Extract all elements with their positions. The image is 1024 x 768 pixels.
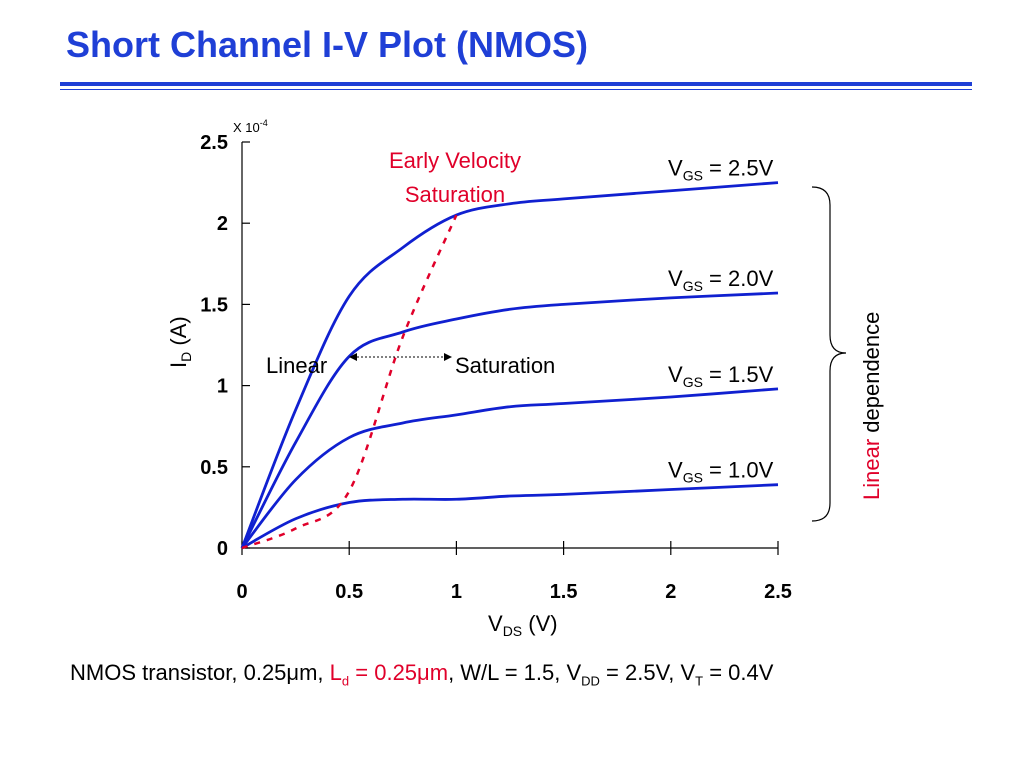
iv-curve-series: [240, 291, 779, 549]
y-tick-label: 0.5: [200, 457, 228, 479]
y-tick-label: 0: [217, 538, 228, 560]
footer-caption: NMOS transistor, 0.25μm, Ld = 0.25μm, W/…: [70, 660, 774, 689]
series-label: VGS = 1.5V: [668, 362, 774, 390]
y-tick-label: 1: [217, 376, 228, 398]
x-tick-label: 2: [665, 581, 676, 603]
y-multiplier: X 10-4: [233, 118, 268, 135]
x-axis-label: VDS (V): [488, 611, 558, 639]
x-tick-label: 2.5: [764, 581, 792, 603]
title-underline-thick: [60, 82, 972, 86]
brace-label: Linear dependence: [859, 312, 884, 500]
region-arrow-right-head: [444, 353, 452, 361]
boundary-label-line1: Early Velocity: [389, 148, 521, 173]
y-multiplier-exponent: -4: [260, 118, 268, 128]
slide-title: Short Channel I-V Plot (NMOS): [66, 24, 588, 65]
x-tick-label: 1: [451, 581, 462, 603]
x-tick-label: 0.5: [335, 581, 363, 603]
series-label: VGS = 2.5V: [668, 156, 774, 184]
iv-curve-series: [241, 483, 779, 550]
y-axis-label: ID (A): [166, 316, 194, 368]
y-tick-label: 1.5: [200, 294, 228, 316]
y-tick-label: 2: [217, 213, 228, 235]
series-label: VGS = 2.0V: [668, 266, 774, 294]
region-label-saturation: Saturation: [455, 353, 555, 378]
mu-symbol: μ: [286, 660, 300, 685]
series-label: VGS = 1.0V: [668, 458, 774, 486]
region-label-linear: Linear: [266, 353, 327, 378]
boundary-label-line2: Saturation: [405, 182, 505, 207]
x-tick-label: 1.5: [550, 581, 578, 603]
iv-curve-series: [240, 387, 779, 549]
y-tick-label: 2.5: [200, 132, 228, 154]
x-tick-label: 0: [236, 581, 247, 603]
iv-curve-series: [240, 181, 779, 549]
title-underline-thin: [60, 89, 972, 90]
region-arrow-left-head: [349, 353, 357, 361]
linear-dependence-brace: [811, 186, 847, 522]
